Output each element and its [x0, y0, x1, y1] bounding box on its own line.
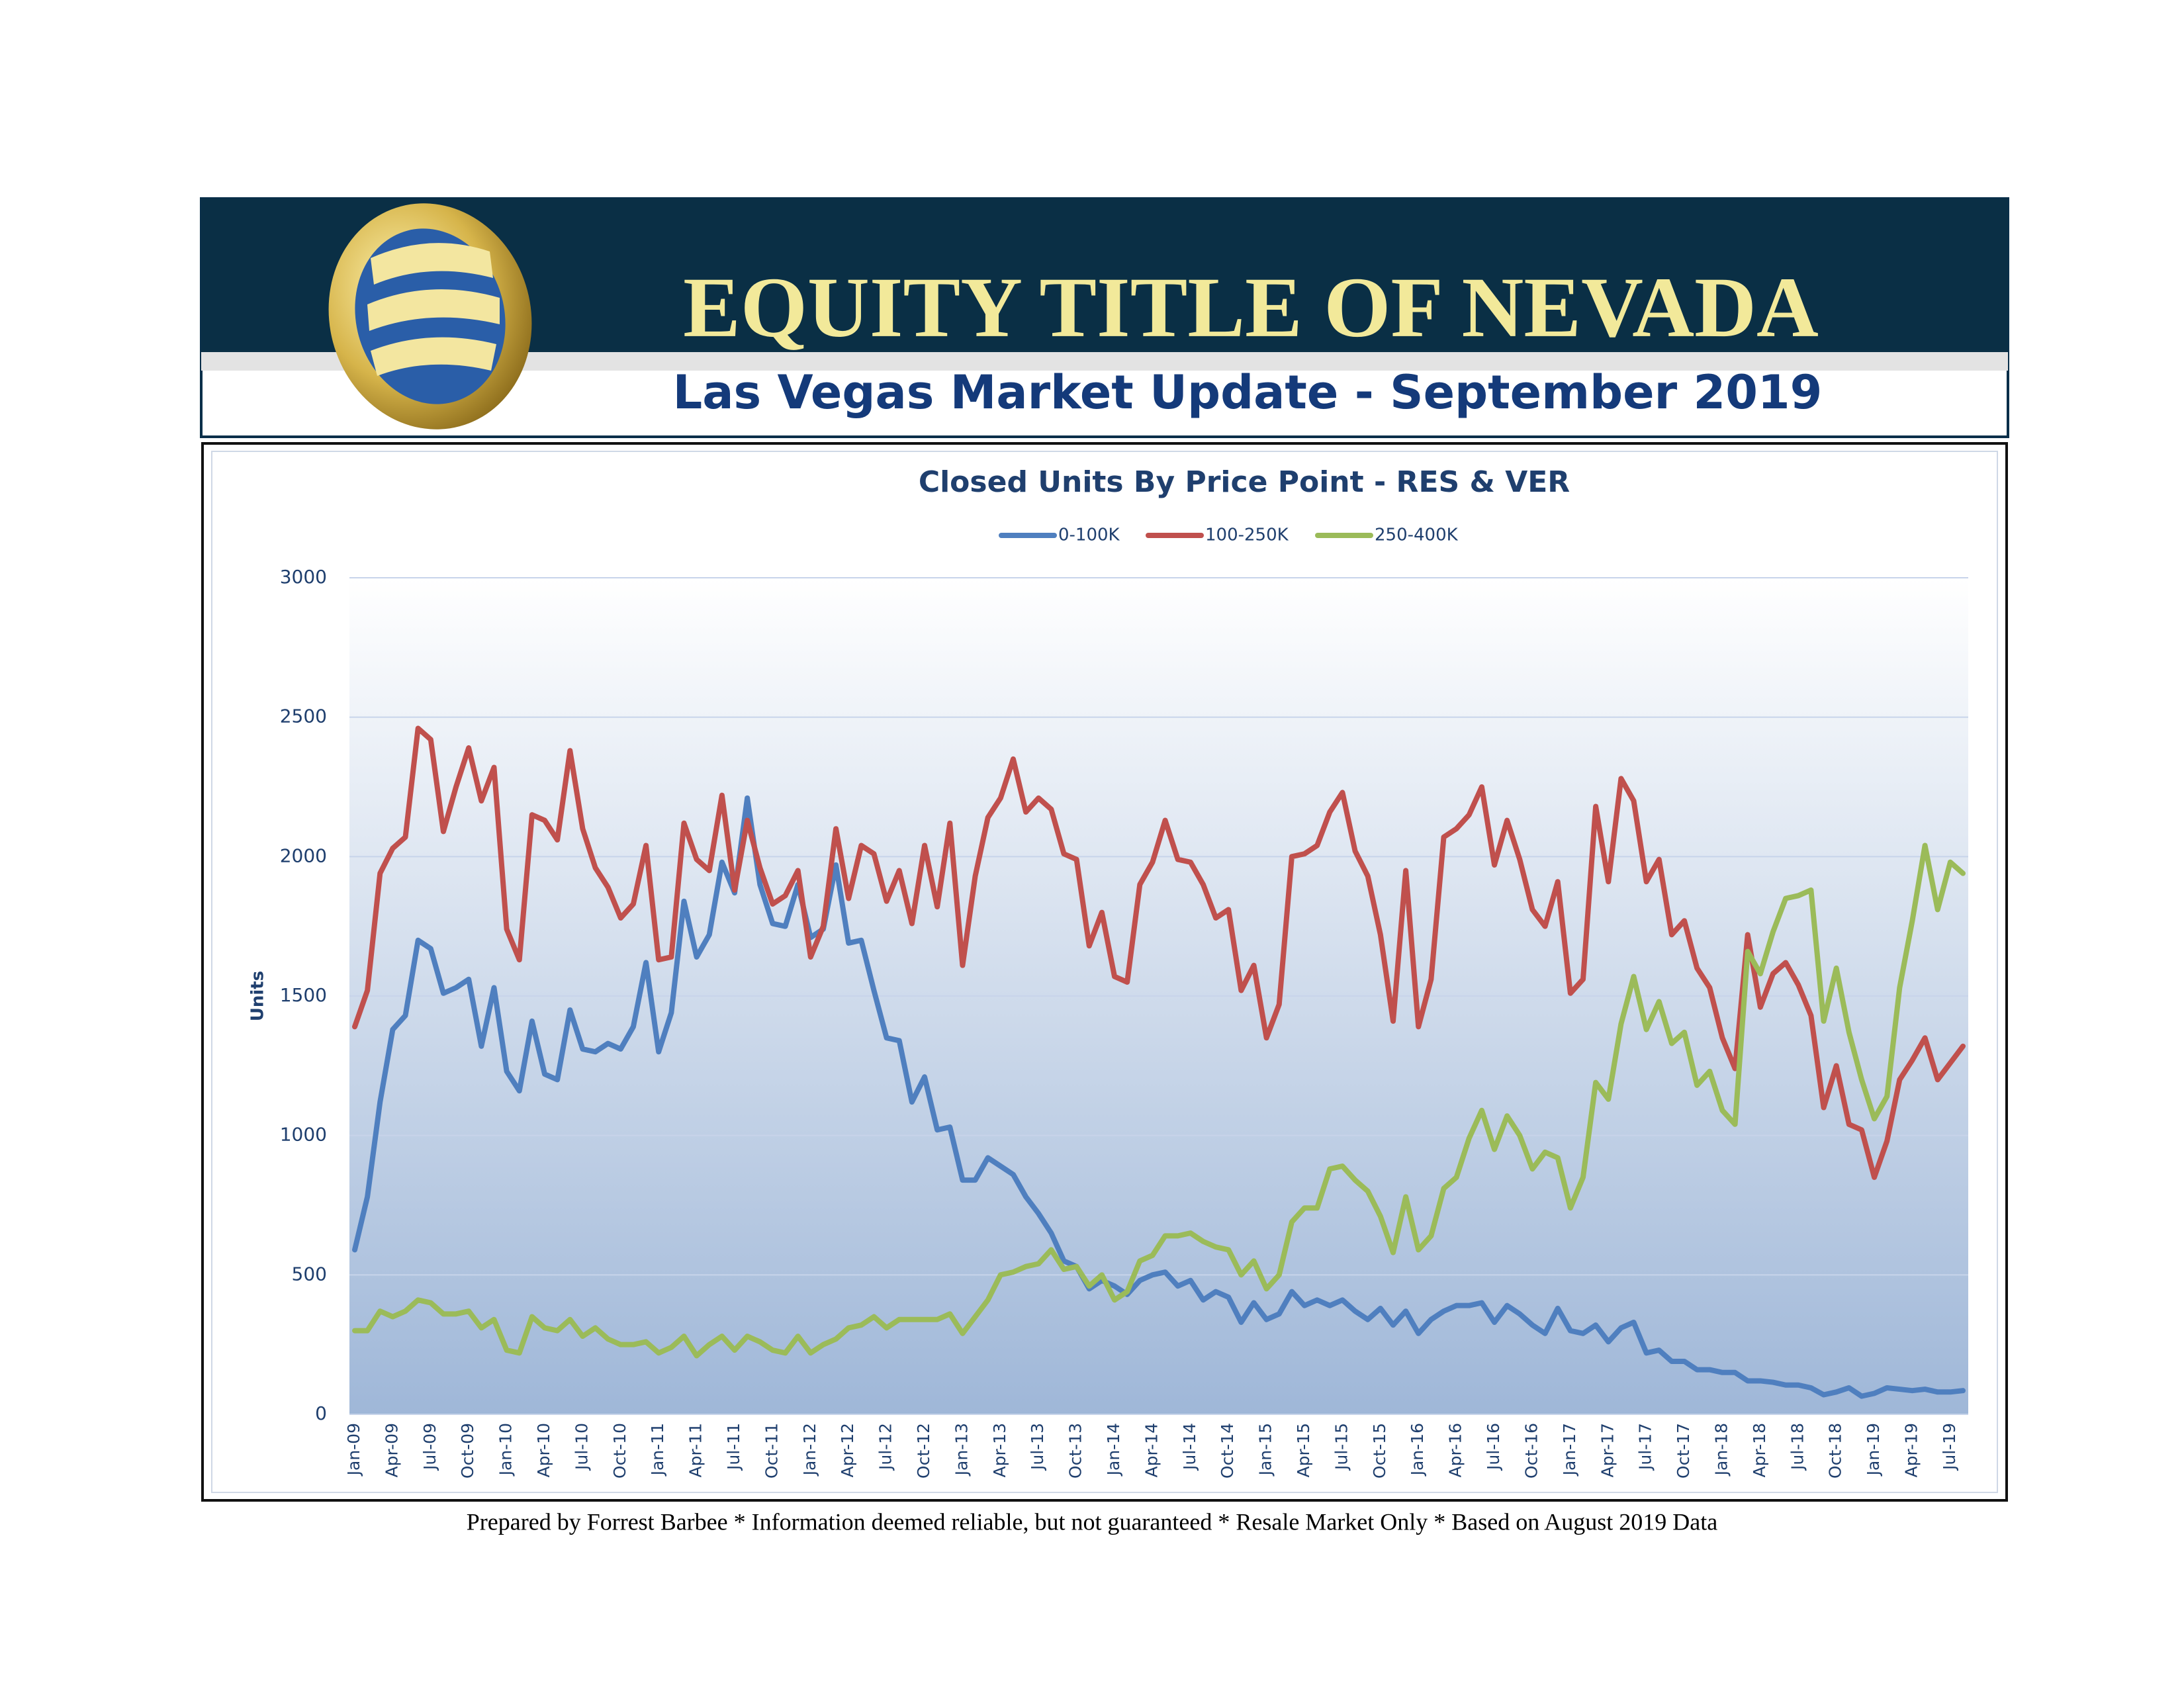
x-tick-label: Apr-14: [1142, 1423, 1161, 1477]
x-tick-label: Apr-10: [534, 1423, 553, 1477]
x-tick-label: Apr-11: [686, 1423, 705, 1477]
y-tick-label: 2000: [280, 844, 327, 866]
x-tick-label: Oct-11: [762, 1423, 781, 1479]
x-tick-label: Jul-18: [1788, 1423, 1807, 1471]
x-tick-label: Apr-16: [1446, 1423, 1465, 1477]
x-tick-label: Jul-15: [1332, 1423, 1351, 1471]
x-tick-label: Oct-15: [1370, 1423, 1389, 1479]
x-tick-label: Jan-14: [1104, 1423, 1123, 1477]
x-tick-label: Oct-13: [1066, 1423, 1085, 1479]
x-tick-label: Oct-12: [914, 1423, 933, 1479]
x-tick-label: Jul-14: [1180, 1423, 1199, 1471]
x-tick-label: Oct-09: [458, 1423, 477, 1479]
x-tick-label: Jul-13: [1028, 1423, 1047, 1471]
y-axis-label: Units: [248, 971, 268, 1021]
x-tick-label: Jan-13: [952, 1423, 971, 1477]
logo: [328, 203, 532, 430]
x-tick-label: Jan-09: [344, 1423, 363, 1477]
y-tick-label: 500: [292, 1263, 327, 1285]
x-tick-label: Jan-18: [1711, 1423, 1731, 1477]
x-tick-label: Jul-17: [1636, 1423, 1655, 1471]
series-line: [352, 725, 1966, 1180]
x-tick-label: Apr-17: [1598, 1423, 1617, 1477]
x-tick-label: Jul-10: [572, 1423, 591, 1471]
x-tick-label: Apr-15: [1294, 1423, 1313, 1477]
footer-note: Prepared by Forrest Barbee * Information…: [467, 1508, 1717, 1535]
y-tick-label: 2500: [280, 706, 327, 727]
chart-title: Closed Units By Price Point - RES & VER: [919, 465, 1570, 499]
x-tick-label: Jul-19: [1940, 1423, 1959, 1471]
y-tick-label: 3000: [280, 566, 327, 588]
x-tick-label: Jul-12: [876, 1423, 895, 1471]
series-line: [352, 842, 1966, 1359]
y-tick-label: 1000: [280, 1124, 327, 1146]
x-tick-label: Jan-12: [800, 1423, 819, 1477]
x-tick-label: Oct-10: [610, 1423, 629, 1479]
legend-label: 0-100K: [1058, 525, 1120, 545]
x-tick-label: Oct-18: [1826, 1423, 1845, 1479]
x-tick-label: Apr-13: [990, 1423, 1009, 1477]
x-tick-label: Oct-17: [1674, 1423, 1693, 1479]
y-tick-label: 0: [315, 1402, 327, 1424]
x-tick-label: Apr-19: [1901, 1423, 1921, 1477]
x-tick-label: Oct-16: [1522, 1423, 1541, 1479]
x-tick-label: Jan-15: [1256, 1423, 1275, 1477]
x-tick-label: Jul-11: [724, 1423, 743, 1471]
company-name: EQUITY TITLE OF NEVADA: [683, 260, 1819, 355]
x-tick-label: Apr-18: [1750, 1423, 1769, 1477]
x-tick-label: Jul-09: [420, 1423, 439, 1471]
x-tick-label: Jan-10: [496, 1423, 516, 1477]
x-tick-label: Jan-16: [1408, 1423, 1427, 1477]
x-tick-label: Oct-14: [1218, 1423, 1237, 1479]
x-tick-label: Jan-19: [1864, 1423, 1883, 1477]
series-line: [352, 795, 1966, 1399]
x-tick-label: Apr-12: [838, 1423, 857, 1477]
legend-label: 100-250K: [1205, 525, 1289, 545]
x-tick-label: Apr-09: [382, 1423, 401, 1477]
x-tick-label: Jan-11: [648, 1423, 667, 1477]
chart-inner-frame: [211, 451, 1998, 1493]
x-tick-label: Jan-17: [1560, 1423, 1579, 1477]
x-tick-label: Jul-16: [1484, 1423, 1503, 1471]
y-tick-label: 1500: [280, 984, 327, 1006]
legend-label: 250-400K: [1375, 525, 1459, 545]
subtitle: Las Vegas Market Update - September 2019: [673, 365, 1823, 420]
